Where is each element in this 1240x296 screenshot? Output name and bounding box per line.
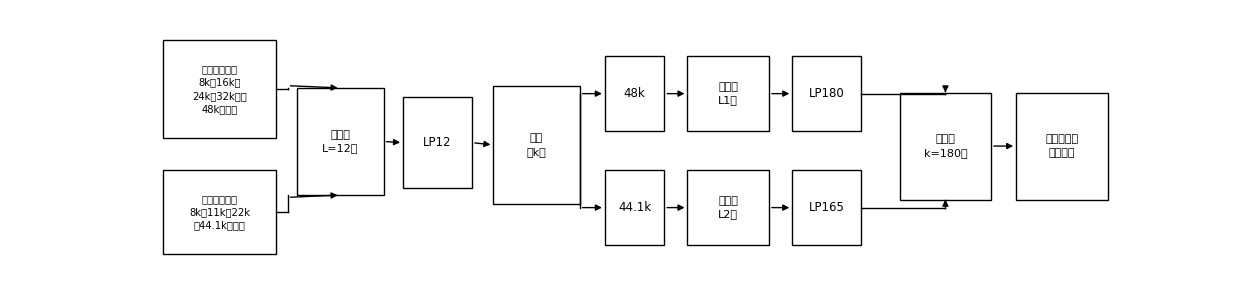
Text: LP180: LP180	[808, 87, 844, 100]
Text: 44.1k: 44.1k	[618, 201, 651, 214]
Bar	[605, 170, 665, 245]
Bar	[687, 56, 769, 131]
Bar	[494, 86, 580, 204]
Text: 48k: 48k	[624, 87, 645, 100]
Bar	[792, 56, 862, 131]
Bar	[298, 88, 383, 195]
Text: 上采样
L2倍: 上采样 L2倍	[718, 196, 738, 219]
Text: 输出内部采
样率信号: 输出内部采 样率信号	[1045, 134, 1079, 158]
Bar	[1016, 92, 1109, 200]
Bar	[162, 40, 277, 138]
Text: 下采
样k倍: 下采 样k倍	[527, 133, 547, 157]
Bar	[900, 92, 991, 200]
Bar	[605, 56, 665, 131]
Bar	[403, 97, 472, 188]
Text: LP12: LP12	[423, 136, 451, 149]
Bar	[162, 170, 277, 254]
Text: 输入采样率为
8k、16k、
24k、32k、或
48k的信号: 输入采样率为 8k、16k、 24k、32k、或 48k的信号	[192, 64, 247, 114]
Bar	[792, 170, 862, 245]
Text: LP165: LP165	[808, 201, 844, 214]
Bar	[687, 170, 769, 245]
Text: 上采样
L=12倍: 上采样 L=12倍	[322, 130, 358, 153]
Text: 上采样
L1倍: 上采样 L1倍	[718, 82, 738, 105]
Text: 输入采样率为
8k、11k、22k
或44.1k的信号: 输入采样率为 8k、11k、22k 或44.1k的信号	[188, 194, 250, 230]
Text: 下采样
k=180倍: 下采样 k=180倍	[924, 134, 967, 158]
